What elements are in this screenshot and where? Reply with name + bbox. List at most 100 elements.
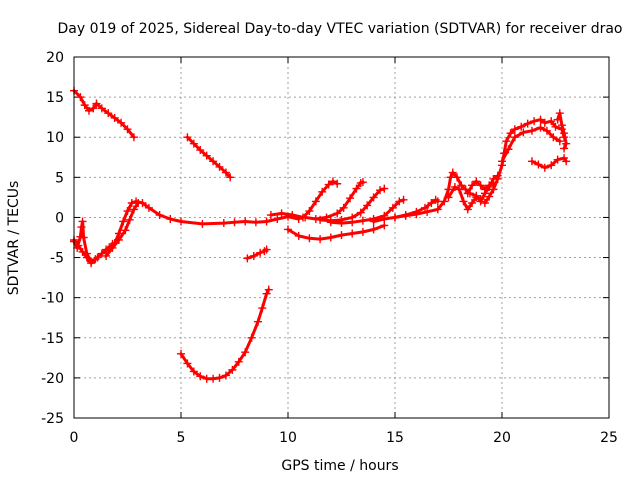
data-point xyxy=(230,218,239,227)
series-arc-14 xyxy=(463,177,498,198)
data-point xyxy=(256,248,265,257)
data-point xyxy=(395,197,404,206)
data-point xyxy=(134,199,143,208)
data-point xyxy=(326,233,335,242)
data-point xyxy=(82,253,91,262)
data-point xyxy=(549,133,558,142)
data-point xyxy=(453,173,462,182)
data-point xyxy=(123,125,132,134)
data-point xyxy=(333,179,342,188)
data-point xyxy=(262,217,271,226)
series-arc-13 xyxy=(444,182,485,214)
data-point xyxy=(104,109,113,118)
series-arc-2 xyxy=(183,133,235,182)
y-tick-label: -20 xyxy=(41,371,64,387)
data-point xyxy=(129,133,138,142)
data-point xyxy=(560,129,569,138)
data-point xyxy=(551,122,560,131)
data-point xyxy=(74,241,83,250)
data-point xyxy=(455,185,464,194)
data-point xyxy=(553,115,562,124)
data-point xyxy=(77,223,86,232)
data-point xyxy=(258,304,267,313)
data-point xyxy=(555,109,564,118)
data-point xyxy=(221,371,230,380)
data-point xyxy=(472,177,481,186)
data-point xyxy=(189,139,198,148)
data-point xyxy=(356,208,365,217)
data-point xyxy=(328,177,337,186)
series-arc-19 xyxy=(243,245,271,263)
data-point xyxy=(78,217,87,226)
data-point xyxy=(166,215,175,224)
data-point xyxy=(102,251,111,260)
data-point xyxy=(311,215,320,224)
data-point xyxy=(196,372,205,381)
data-point xyxy=(348,218,357,227)
data-point xyxy=(80,101,89,110)
data-point xyxy=(480,185,489,194)
data-point xyxy=(84,106,93,115)
data-point xyxy=(542,126,551,135)
data-point xyxy=(87,259,96,268)
data-point xyxy=(125,215,134,224)
data-point xyxy=(562,157,571,166)
data-point xyxy=(506,129,515,138)
data-point xyxy=(221,168,230,177)
data-point xyxy=(284,225,292,234)
data-point xyxy=(557,121,566,130)
data-point xyxy=(196,146,205,155)
data-point xyxy=(305,234,314,243)
data-point xyxy=(530,117,539,126)
data-point xyxy=(348,229,357,238)
data-point xyxy=(427,199,436,208)
data-point xyxy=(493,174,502,183)
data-point xyxy=(123,207,132,216)
data-point xyxy=(209,157,218,166)
grid xyxy=(74,57,609,418)
data-point xyxy=(463,205,472,214)
data-point xyxy=(376,186,385,195)
series-arc-15 xyxy=(480,115,569,208)
data-point xyxy=(121,226,130,235)
data-point xyxy=(510,133,519,142)
data-point xyxy=(399,195,408,204)
data-point xyxy=(523,119,532,128)
data-point xyxy=(369,193,378,202)
data-point xyxy=(273,215,282,224)
plot-frame xyxy=(73,56,610,419)
data-point xyxy=(333,209,342,218)
data-point xyxy=(358,227,367,236)
data-point xyxy=(316,235,325,244)
data-point xyxy=(114,235,123,244)
data-point xyxy=(262,245,271,254)
series-line xyxy=(72,89,136,139)
x-tick-label: 15 xyxy=(386,430,404,446)
data-point xyxy=(243,254,252,263)
data-point xyxy=(155,211,164,220)
data-point xyxy=(358,216,367,225)
chart-title: Day 019 of 2025, Sidereal Day-to-day VTE… xyxy=(57,21,622,37)
data-point xyxy=(189,367,198,376)
data-point xyxy=(517,122,526,131)
data-point xyxy=(553,155,562,164)
data-point xyxy=(266,211,275,220)
data-point xyxy=(380,184,389,193)
data-point xyxy=(209,374,218,383)
series-arc-16 xyxy=(498,123,564,166)
data-point xyxy=(78,247,87,256)
data-point xyxy=(540,118,549,127)
data-point xyxy=(79,233,88,242)
data-point xyxy=(459,197,468,206)
data-point xyxy=(93,253,102,262)
data-point xyxy=(241,348,250,357)
data-point xyxy=(358,178,367,187)
data-point xyxy=(536,123,545,132)
data-point xyxy=(562,139,571,148)
data-point xyxy=(301,213,310,222)
data-point xyxy=(536,115,545,124)
data-point xyxy=(468,181,477,190)
data-point xyxy=(448,168,457,177)
series-arc-6 xyxy=(266,177,342,222)
